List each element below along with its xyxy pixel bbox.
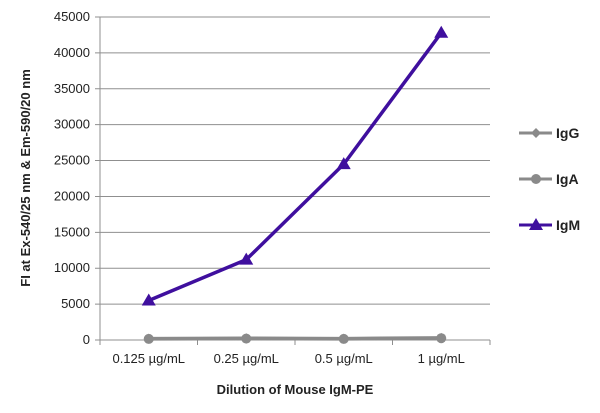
series-line-igm xyxy=(148,31,443,303)
x-axis-label: Dilution of Mouse IgM-PE xyxy=(217,382,374,397)
y-tick-label: 45000 xyxy=(54,9,90,24)
data-point xyxy=(531,128,541,138)
y-tick-label: 40000 xyxy=(54,45,90,60)
data-point xyxy=(338,333,349,344)
data-point xyxy=(529,218,543,230)
y-tick-label: 0 xyxy=(83,332,90,347)
data-point xyxy=(241,333,252,344)
legend-label: IgM xyxy=(556,217,580,233)
y-tick-label: 10000 xyxy=(54,260,90,275)
y-tick-label: 15000 xyxy=(54,224,90,239)
y-tick-label: 30000 xyxy=(54,117,90,132)
y-tick-label: 20000 xyxy=(54,188,90,203)
x-tick-label: 1 µg/mL xyxy=(418,351,465,366)
series-line-iga xyxy=(148,336,442,341)
data-point xyxy=(336,157,351,170)
data-point xyxy=(141,293,156,306)
legend-label: IgA xyxy=(556,171,579,187)
x-tick-label: 0.5 µg/mL xyxy=(315,351,373,366)
x-tick-label: 0.125 µg/mL xyxy=(112,351,185,366)
data-point xyxy=(531,174,541,184)
data-point xyxy=(239,252,254,265)
legend-label: IgG xyxy=(556,125,579,141)
data-point xyxy=(143,333,154,344)
data-point xyxy=(436,333,447,344)
x-tick-label: 0.25 µg/mL xyxy=(214,351,279,366)
data-point xyxy=(434,25,449,38)
y-tick-label: 25000 xyxy=(54,153,90,168)
y-tick-label: 5000 xyxy=(61,296,90,311)
y-tick-label: 35000 xyxy=(54,81,90,96)
y-axis-label: FI at Ex-540/25 nm & Em-590/20 nm xyxy=(18,69,33,286)
